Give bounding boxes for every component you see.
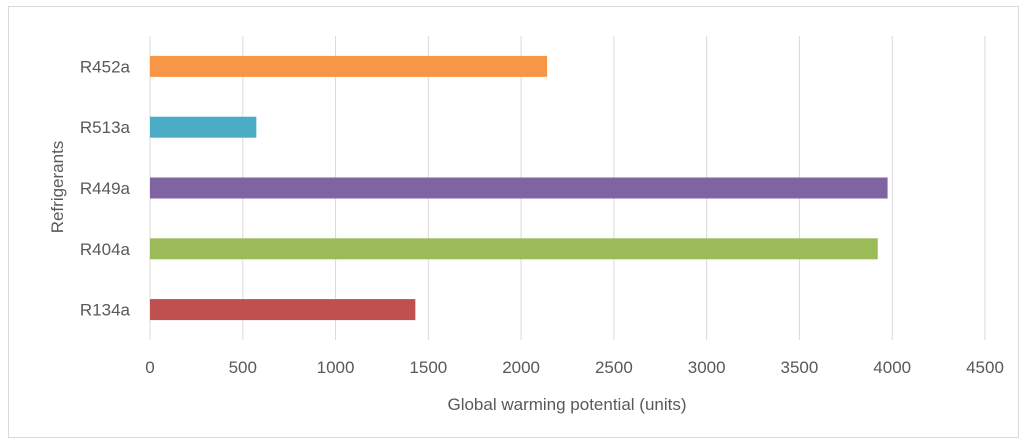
x-axis-title: Global warming potential (units) [447,395,686,414]
x-tick-labels: 0 500 1000 1500 2000 2500 3000 3500 4000 4500 [145,358,1004,377]
y-tick-label-r449a: R449a [80,179,131,198]
x-tick-label: 500 [229,358,257,377]
x-tick-label: 0 [145,358,154,377]
y-tick-label-r452a: R452a [80,57,131,76]
chart-frame [8,6,1019,438]
y-tick-labels: R452a R513a R449a R404a R134a [80,57,131,319]
y-tick-label-r134a: R134a [80,301,131,320]
bars [150,55,888,321]
x-tick-label: 3500 [781,358,819,377]
bar-r452a [150,55,548,77]
bar-r404a [150,238,878,260]
x-tick-label: 2500 [595,358,633,377]
bar-r134a [150,299,416,321]
x-tick-label: 1000 [317,358,355,377]
gridlines [149,36,986,340]
x-tick-label: 2000 [502,358,540,377]
y-tick-label-r513a: R513a [80,118,131,137]
x-tick-label: 4000 [873,358,911,377]
y-axis-title: Refrigerants [48,141,67,234]
x-tick-label: 4500 [966,358,1004,377]
bar-r449a [150,177,888,199]
x-tick-label: 3000 [688,358,726,377]
bar-r513a [150,116,257,138]
x-tick-label: 1500 [409,358,447,377]
y-tick-label-r404a: R404a [80,240,131,259]
